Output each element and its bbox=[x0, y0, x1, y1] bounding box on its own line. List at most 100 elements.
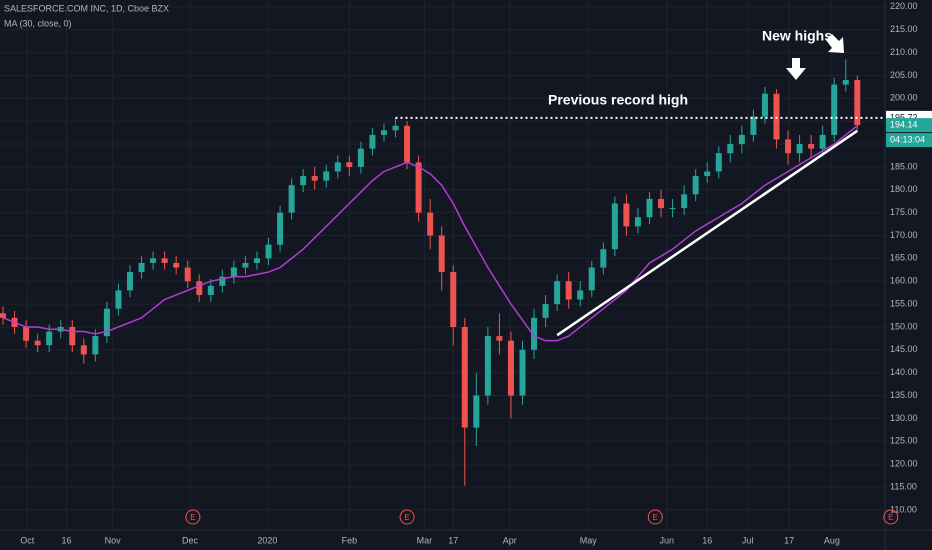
candle-body bbox=[427, 212, 434, 236]
x-tick-label: 2020 bbox=[257, 535, 277, 545]
earnings-marker bbox=[185, 509, 201, 525]
y-tick-label: 120.00 bbox=[890, 459, 918, 469]
candle-body bbox=[380, 130, 387, 135]
y-tick-label: 170.00 bbox=[890, 230, 918, 240]
candle-body bbox=[692, 176, 699, 195]
candle-body bbox=[277, 212, 284, 245]
candle-body bbox=[669, 208, 676, 210]
candle-body bbox=[184, 267, 191, 282]
price-tag-label: 194.14 bbox=[890, 119, 918, 129]
candle-body bbox=[138, 262, 145, 273]
arrow bbox=[786, 58, 806, 80]
y-tick-label: 175.00 bbox=[890, 207, 918, 217]
annotation: Previous record high bbox=[548, 92, 688, 108]
candle-body bbox=[173, 262, 180, 268]
earnings-marker bbox=[883, 509, 899, 525]
candle-body bbox=[438, 235, 445, 273]
arrow bbox=[826, 34, 844, 53]
candle-body bbox=[253, 258, 260, 263]
candle-body bbox=[588, 267, 595, 291]
candle-body bbox=[461, 326, 468, 428]
candle-body bbox=[219, 276, 226, 286]
candle-body bbox=[369, 134, 376, 149]
candle-body bbox=[346, 162, 353, 167]
y-tick-label: 110.00 bbox=[890, 504, 917, 514]
y-tick-label: 115.00 bbox=[890, 481, 917, 491]
candle-body bbox=[126, 272, 133, 291]
candle-body bbox=[265, 244, 272, 259]
candle-body bbox=[785, 139, 792, 154]
annotation: New highs bbox=[762, 28, 832, 44]
candle-body bbox=[161, 258, 168, 263]
y-tick-label: 145.00 bbox=[890, 344, 918, 354]
candle-body bbox=[404, 125, 411, 163]
candle-body bbox=[727, 144, 734, 154]
candle-body bbox=[750, 116, 757, 135]
x-tick-label: Dec bbox=[182, 535, 199, 545]
candle-body bbox=[150, 258, 157, 263]
candle-body bbox=[46, 331, 53, 346]
candle-body bbox=[611, 203, 618, 250]
candle-body bbox=[507, 340, 514, 396]
x-tick-label: May bbox=[580, 535, 598, 545]
y-tick-label: 155.00 bbox=[890, 298, 918, 308]
y-tick-label: 180.00 bbox=[890, 184, 918, 194]
earnings-label: E bbox=[653, 513, 658, 522]
y-tick-label: 140.00 bbox=[890, 367, 918, 377]
price-tag bbox=[886, 118, 932, 133]
indicator-label: MA (30, close, 0) bbox=[4, 18, 72, 28]
candle-body bbox=[115, 290, 122, 309]
x-tick-label: Mar bbox=[417, 535, 433, 545]
candle-body bbox=[577, 290, 584, 300]
earnings-label: E bbox=[190, 513, 195, 522]
candle-body bbox=[34, 340, 41, 346]
y-tick-label: 165.00 bbox=[890, 253, 918, 263]
earnings-label: E bbox=[888, 513, 893, 522]
candle-body bbox=[207, 285, 214, 295]
candle-body bbox=[808, 144, 815, 149]
candle-body bbox=[196, 281, 203, 295]
candle-body bbox=[554, 281, 561, 305]
candle-body bbox=[842, 80, 849, 85]
candle-body bbox=[565, 281, 572, 300]
candle-body bbox=[103, 308, 110, 337]
y-tick-label: 185.00 bbox=[890, 161, 918, 171]
candle-body bbox=[415, 162, 422, 213]
candle-body bbox=[323, 171, 330, 181]
candle-body bbox=[92, 336, 99, 355]
candle-body bbox=[0, 313, 7, 318]
candle-body bbox=[392, 125, 399, 131]
y-tick-label: 220.00 bbox=[890, 1, 918, 11]
earnings-label: E bbox=[404, 513, 409, 522]
candle-body bbox=[288, 185, 295, 213]
candle-body bbox=[623, 203, 630, 227]
candle-body bbox=[831, 84, 838, 135]
candle-body bbox=[761, 93, 768, 117]
y-tick-label: 160.00 bbox=[890, 276, 918, 286]
candle-body bbox=[796, 144, 803, 154]
y-tick-label: 215.00 bbox=[890, 24, 918, 34]
candle-body bbox=[715, 153, 722, 172]
moving-average bbox=[2, 125, 858, 342]
candle-body bbox=[681, 194, 688, 209]
countdown-tag bbox=[886, 133, 932, 148]
x-tick-label: 16 bbox=[61, 535, 71, 545]
x-tick-label: 17 bbox=[448, 535, 458, 545]
candle-body bbox=[819, 134, 826, 149]
earnings-marker bbox=[399, 509, 415, 525]
candle-body bbox=[531, 317, 538, 350]
candle-body bbox=[450, 272, 457, 327]
y-tick-label: 205.00 bbox=[890, 70, 918, 80]
candle-body bbox=[646, 198, 653, 218]
y-tick-label: 125.00 bbox=[890, 436, 918, 446]
x-tick-label: 17 bbox=[784, 535, 794, 545]
candle-body bbox=[230, 267, 237, 277]
y-tick-label: 150.00 bbox=[890, 321, 918, 331]
earnings-marker bbox=[647, 509, 663, 525]
candle-body bbox=[80, 345, 87, 355]
x-tick-label: 16 bbox=[702, 535, 712, 545]
candle-body bbox=[854, 80, 861, 126]
candle-body bbox=[357, 148, 364, 167]
